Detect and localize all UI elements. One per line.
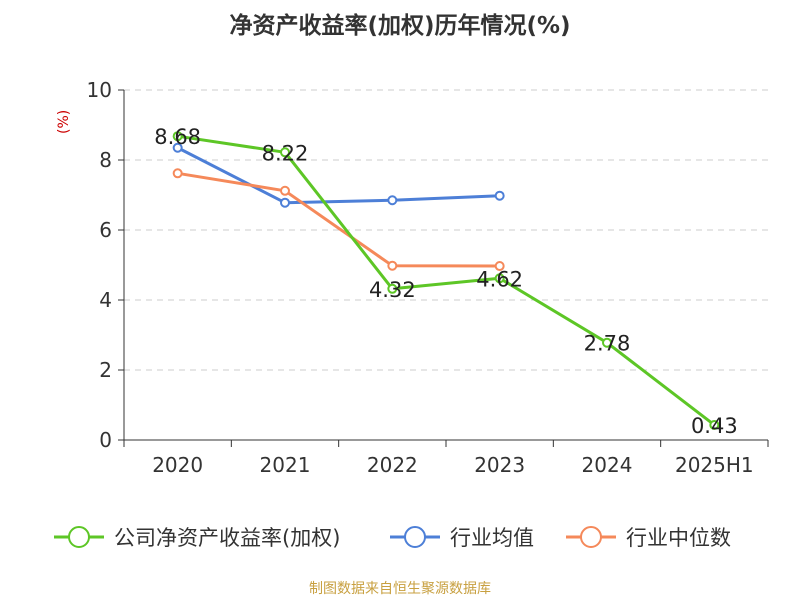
series-line-2: [177, 171, 500, 268]
legend-label: 行业中位数: [626, 526, 731, 550]
data-point: [709, 419, 720, 430]
data-label: 4.62: [476, 267, 523, 291]
y-tick-label: 2: [99, 358, 112, 382]
x-tick-label: 2023: [474, 453, 525, 477]
data-label: 8.22: [262, 141, 309, 165]
legend-marker: [580, 526, 602, 548]
y-tick-label: 8: [99, 148, 112, 172]
data-point: [387, 260, 398, 271]
series-line-0: [177, 134, 716, 427]
source-note: 制图数据来自恒生聚源数据库: [309, 581, 491, 597]
y-tick-label: 6: [99, 218, 112, 242]
y-tick-label: 10: [87, 78, 112, 102]
legend-label: 公司净资产收益率(加权): [114, 526, 340, 550]
data-point: [494, 273, 505, 284]
data-point: [172, 131, 183, 142]
series-line-1: [176, 146, 500, 205]
data-point: [280, 197, 290, 208]
data-point: [494, 261, 505, 272]
data-label: 0.43: [691, 414, 738, 438]
data-point: [494, 190, 505, 201]
data-label: 8.68: [154, 125, 201, 149]
x-tick-label: 2021: [260, 453, 311, 477]
legend-label: 行业均值: [450, 526, 534, 550]
data-label: 2.78: [584, 332, 631, 356]
data-point: [172, 142, 183, 153]
data-label: 4.32: [369, 278, 416, 302]
data-point: [172, 168, 183, 179]
chart-title: 净资产收益率(加权)历年情况(%): [229, 13, 571, 39]
data-point: [280, 185, 290, 196]
data-point: [387, 195, 398, 206]
data-point: [602, 337, 612, 348]
x-tick-label: 2025H1: [675, 453, 754, 477]
x-tick-label: 2022: [367, 453, 418, 477]
x-tick-label: 2024: [582, 453, 633, 477]
y-tick-label: 4: [99, 288, 112, 312]
legend-marker: [404, 526, 426, 548]
data-point: [280, 147, 290, 158]
data-point: [387, 283, 398, 294]
y-tick-label: 0: [99, 428, 112, 452]
x-tick-label: 2020: [152, 453, 203, 477]
legend-marker: [68, 526, 90, 548]
